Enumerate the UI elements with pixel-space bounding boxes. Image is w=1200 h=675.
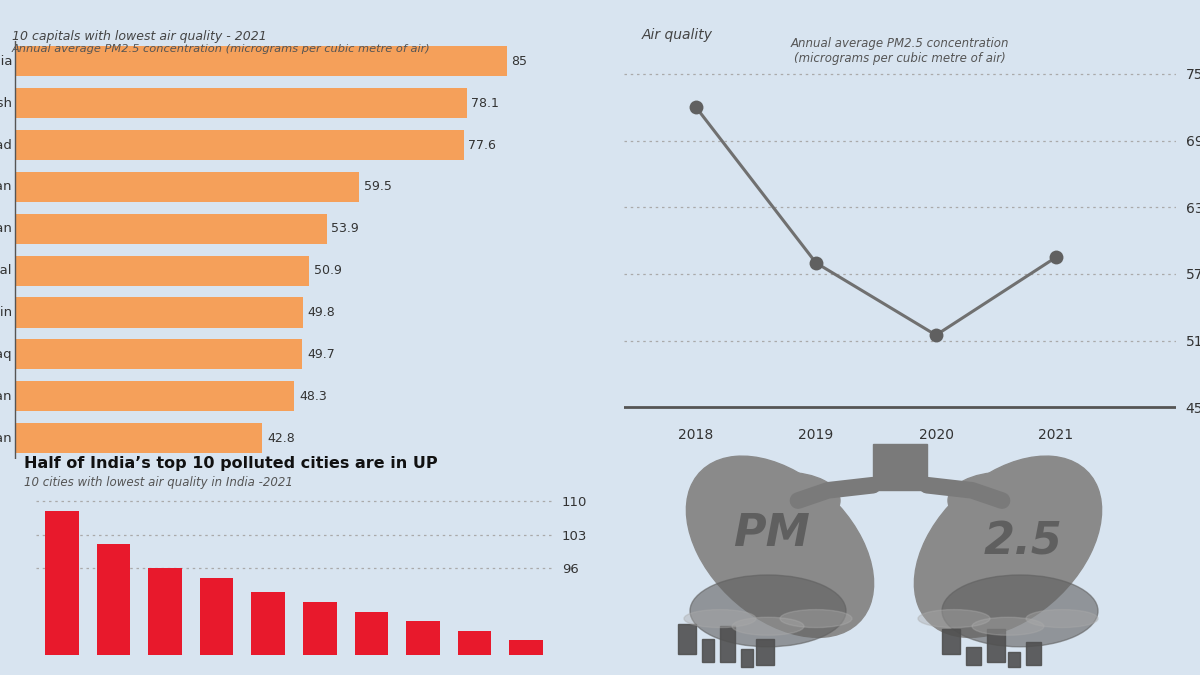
Bar: [942, 629, 960, 655]
Text: 10 cities with lowest air quality in India -2021: 10 cities with lowest air quality in Ind…: [24, 476, 293, 489]
Bar: [986, 629, 1006, 662]
Ellipse shape: [914, 456, 1102, 637]
Ellipse shape: [686, 456, 874, 637]
Bar: [14, 172, 359, 202]
Ellipse shape: [972, 617, 1044, 635]
Bar: [14, 423, 263, 453]
Bar: [678, 624, 696, 655]
Ellipse shape: [690, 575, 846, 647]
Text: Tashkent, Uzbekistan: Tashkent, Uzbekistan: [0, 431, 12, 445]
Bar: [200, 578, 233, 675]
Text: New Delhi, India: New Delhi, India: [0, 55, 12, 68]
Ellipse shape: [1026, 610, 1098, 628]
Text: Kathmandu, Nepal: Kathmandu, Nepal: [0, 264, 12, 277]
Ellipse shape: [732, 617, 804, 635]
Bar: [14, 256, 310, 286]
Text: Manama, Bahrain: Manama, Bahrain: [0, 306, 12, 319]
Text: 49.8: 49.8: [307, 306, 335, 319]
Text: Annual average PM2.5 concentration (micrograms per cubic metre of air): Annual average PM2.5 concentration (micr…: [12, 44, 431, 54]
Bar: [46, 511, 78, 675]
Text: PM: PM: [732, 512, 810, 556]
Bar: [407, 621, 439, 675]
Bar: [510, 641, 542, 675]
Text: 10 capitals with lowest air quality - 2021: 10 capitals with lowest air quality - 20…: [12, 30, 266, 43]
Text: Annual average PM2.5 concentration
(micrograms per cubic metre of air): Annual average PM2.5 concentration (micr…: [791, 37, 1009, 65]
Bar: [458, 630, 491, 675]
Text: 48.3: 48.3: [299, 389, 326, 403]
Bar: [1008, 652, 1020, 668]
Bar: [14, 88, 467, 118]
Bar: [14, 130, 463, 160]
Ellipse shape: [732, 472, 840, 529]
Text: 78.1: 78.1: [472, 97, 499, 110]
Text: 2.5: 2.5: [984, 520, 1062, 563]
Text: 53.9: 53.9: [331, 222, 359, 236]
Bar: [14, 340, 302, 369]
Text: 49.7: 49.7: [307, 348, 335, 361]
Text: Half of India’s top 10 polluted cities are in UP: Half of India’s top 10 polluted cities a…: [24, 456, 438, 470]
Bar: [97, 545, 130, 675]
Bar: [1026, 642, 1042, 665]
Text: N'Djamena, Chad: N'Djamena, Chad: [0, 138, 12, 152]
Ellipse shape: [684, 610, 756, 628]
Bar: [966, 647, 982, 665]
Bar: [720, 626, 734, 662]
Ellipse shape: [780, 610, 852, 628]
Text: Muscat, Oman: Muscat, Oman: [0, 222, 12, 236]
Bar: [14, 381, 294, 411]
Ellipse shape: [948, 472, 1056, 529]
Bar: [355, 612, 388, 675]
Text: Air quality: Air quality: [642, 28, 713, 43]
Text: 77.6: 77.6: [468, 138, 497, 152]
Text: 50.9: 50.9: [314, 264, 342, 277]
Ellipse shape: [918, 610, 990, 628]
Bar: [14, 298, 302, 327]
Bar: [14, 214, 326, 244]
Bar: [14, 47, 506, 76]
Text: Dhaka, Bangladesh: Dhaka, Bangladesh: [0, 97, 12, 110]
Bar: [702, 639, 714, 662]
Text: 42.8: 42.8: [268, 431, 295, 445]
Text: 85: 85: [511, 55, 527, 68]
Bar: [304, 602, 336, 675]
Text: Bishek, Kyrgyzstan: Bishek, Kyrgyzstan: [0, 389, 12, 403]
Bar: [742, 649, 754, 668]
Text: Baghdad, Iraq: Baghdad, Iraq: [0, 348, 12, 361]
Bar: [149, 568, 181, 675]
Bar: [756, 639, 774, 665]
Text: Dushanbe, Tajikistan: Dushanbe, Tajikistan: [0, 180, 12, 194]
Bar: [252, 593, 284, 675]
Bar: [874, 444, 928, 490]
Ellipse shape: [942, 575, 1098, 647]
Text: 59.5: 59.5: [364, 180, 391, 194]
